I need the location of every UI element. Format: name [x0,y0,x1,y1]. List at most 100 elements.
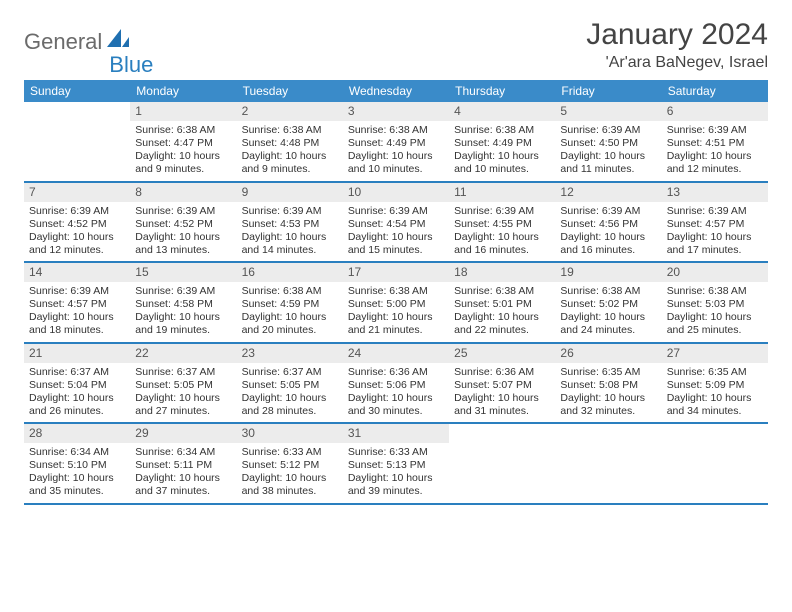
sunrise-text: Sunrise: 6:38 AM [348,124,444,137]
week-row: 28Sunrise: 6:34 AMSunset: 5:10 PMDayligh… [24,424,768,505]
sunset-text: Sunset: 4:55 PM [454,218,550,231]
day-body: Sunrise: 6:36 AMSunset: 5:06 PMDaylight:… [343,363,449,423]
day-cell: 16Sunrise: 6:38 AMSunset: 4:59 PMDayligh… [237,263,343,342]
day-number: 12 [555,183,661,202]
daylight-text: Daylight: 10 hours and 11 minutes. [560,150,656,176]
header: General Blue January 2024 'Ar'ara BaNege… [24,18,768,72]
day-number: 6 [662,102,768,121]
daylight-text: Daylight: 10 hours and 9 minutes. [242,150,338,176]
day-cell: 31Sunrise: 6:33 AMSunset: 5:13 PMDayligh… [343,424,449,503]
week-row: 14Sunrise: 6:39 AMSunset: 4:57 PMDayligh… [24,263,768,344]
sunset-text: Sunset: 5:02 PM [560,298,656,311]
day-body: Sunrise: 6:39 AMSunset: 4:51 PMDaylight:… [662,121,768,181]
day-body: Sunrise: 6:39 AMSunset: 4:57 PMDaylight:… [24,282,130,342]
day-body: Sunrise: 6:33 AMSunset: 5:13 PMDaylight:… [343,443,449,503]
sunset-text: Sunset: 5:06 PM [348,379,444,392]
daylight-text: Daylight: 10 hours and 16 minutes. [454,231,550,257]
day-number: 10 [343,183,449,202]
sunrise-text: Sunrise: 6:38 AM [667,285,763,298]
daylight-text: Daylight: 10 hours and 26 minutes. [29,392,125,418]
day-body: Sunrise: 6:38 AMSunset: 4:59 PMDaylight:… [237,282,343,342]
day-body: Sunrise: 6:39 AMSunset: 4:54 PMDaylight:… [343,202,449,262]
sunset-text: Sunset: 4:58 PM [135,298,231,311]
daylight-text: Daylight: 10 hours and 38 minutes. [242,472,338,498]
sunrise-text: Sunrise: 6:38 AM [348,285,444,298]
day-body: Sunrise: 6:39 AMSunset: 4:53 PMDaylight:… [237,202,343,262]
daylight-text: Daylight: 10 hours and 34 minutes. [667,392,763,418]
sunset-text: Sunset: 4:50 PM [560,137,656,150]
sunset-text: Sunset: 5:01 PM [454,298,550,311]
day-body: Sunrise: 6:39 AMSunset: 4:52 PMDaylight:… [130,202,236,262]
sunset-text: Sunset: 4:51 PM [667,137,763,150]
weeks-container: 1Sunrise: 6:38 AMSunset: 4:47 PMDaylight… [24,102,768,505]
day-body: Sunrise: 6:37 AMSunset: 5:04 PMDaylight:… [24,363,130,423]
day-body: Sunrise: 6:35 AMSunset: 5:08 PMDaylight:… [555,363,661,423]
daylight-text: Daylight: 10 hours and 27 minutes. [135,392,231,418]
day-number: 15 [130,263,236,282]
day-cell: 12Sunrise: 6:39 AMSunset: 4:56 PMDayligh… [555,183,661,262]
day-body: Sunrise: 6:34 AMSunset: 5:10 PMDaylight:… [24,443,130,503]
day-body: Sunrise: 6:36 AMSunset: 5:07 PMDaylight:… [449,363,555,423]
day-number: 2 [237,102,343,121]
sunset-text: Sunset: 5:05 PM [242,379,338,392]
sunrise-text: Sunrise: 6:36 AM [454,366,550,379]
daylight-text: Daylight: 10 hours and 37 minutes. [135,472,231,498]
day-number: 21 [24,344,130,363]
sunset-text: Sunset: 4:52 PM [135,218,231,231]
sunrise-text: Sunrise: 6:35 AM [667,366,763,379]
day-body: Sunrise: 6:39 AMSunset: 4:56 PMDaylight:… [555,202,661,262]
daylight-text: Daylight: 10 hours and 39 minutes. [348,472,444,498]
daylight-text: Daylight: 10 hours and 28 minutes. [242,392,338,418]
daylight-text: Daylight: 10 hours and 30 minutes. [348,392,444,418]
sunrise-text: Sunrise: 6:39 AM [29,205,125,218]
sunset-text: Sunset: 5:09 PM [667,379,763,392]
sunset-text: Sunset: 4:53 PM [242,218,338,231]
day-cell [662,424,768,503]
day-cell: 5Sunrise: 6:39 AMSunset: 4:50 PMDaylight… [555,102,661,181]
sunset-text: Sunset: 5:13 PM [348,459,444,472]
day-number: 27 [662,344,768,363]
sunrise-text: Sunrise: 6:34 AM [29,446,125,459]
day-number: 3 [343,102,449,121]
sunrise-text: Sunrise: 6:39 AM [135,205,231,218]
daylight-text: Daylight: 10 hours and 25 minutes. [667,311,763,337]
daylight-text: Daylight: 10 hours and 32 minutes. [560,392,656,418]
day-body: Sunrise: 6:38 AMSunset: 5:00 PMDaylight:… [343,282,449,342]
sunrise-text: Sunrise: 6:39 AM [560,205,656,218]
sunset-text: Sunset: 4:56 PM [560,218,656,231]
day-cell: 11Sunrise: 6:39 AMSunset: 4:55 PMDayligh… [449,183,555,262]
day-body: Sunrise: 6:37 AMSunset: 5:05 PMDaylight:… [237,363,343,423]
sunset-text: Sunset: 4:59 PM [242,298,338,311]
dow-mon: Monday [130,80,236,102]
day-body [555,443,661,450]
dow-thu: Thursday [449,80,555,102]
day-cell: 4Sunrise: 6:38 AMSunset: 4:49 PMDaylight… [449,102,555,181]
sunset-text: Sunset: 4:49 PM [348,137,444,150]
day-cell [24,102,130,181]
sunrise-text: Sunrise: 6:39 AM [348,205,444,218]
day-cell: 9Sunrise: 6:39 AMSunset: 4:53 PMDaylight… [237,183,343,262]
daylight-text: Daylight: 10 hours and 12 minutes. [29,231,125,257]
day-cell: 15Sunrise: 6:39 AMSunset: 4:58 PMDayligh… [130,263,236,342]
day-cell: 17Sunrise: 6:38 AMSunset: 5:00 PMDayligh… [343,263,449,342]
sunset-text: Sunset: 4:52 PM [29,218,125,231]
dow-sat: Saturday [662,80,768,102]
day-cell: 6Sunrise: 6:39 AMSunset: 4:51 PMDaylight… [662,102,768,181]
sunset-text: Sunset: 5:04 PM [29,379,125,392]
day-cell [449,424,555,503]
day-number: 31 [343,424,449,443]
dow-fri: Friday [555,80,661,102]
logo: General Blue [24,18,153,66]
sunset-text: Sunset: 5:10 PM [29,459,125,472]
location-label: 'Ar'ara BaNegev, Israel [586,54,768,72]
day-cell: 3Sunrise: 6:38 AMSunset: 4:49 PMDaylight… [343,102,449,181]
day-number: 30 [237,424,343,443]
daylight-text: Daylight: 10 hours and 13 minutes. [135,231,231,257]
daylight-text: Daylight: 10 hours and 16 minutes. [560,231,656,257]
sunrise-text: Sunrise: 6:34 AM [135,446,231,459]
day-cell: 21Sunrise: 6:37 AMSunset: 5:04 PMDayligh… [24,344,130,423]
sunset-text: Sunset: 5:03 PM [667,298,763,311]
day-number: 16 [237,263,343,282]
dow-wed: Wednesday [343,80,449,102]
sunrise-text: Sunrise: 6:38 AM [135,124,231,137]
